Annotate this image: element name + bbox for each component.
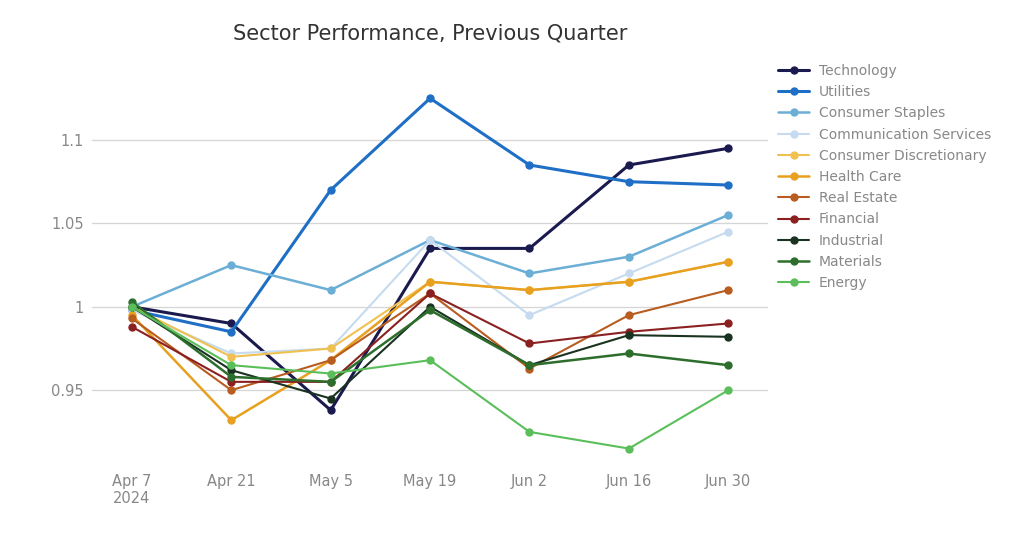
Industrial [722,334,734,340]
Technology [722,145,734,151]
Communication Services [523,312,536,319]
Legend: Technology, Utilities, Consumer Staples, Communication Services, Consumer Discre: Technology, Utilities, Consumer Staples,… [778,64,991,290]
Energy [523,428,536,435]
Line: Health Care: Health Care [128,258,732,424]
Energy [424,357,436,364]
Consumer Discretionary [424,279,436,285]
Energy [722,387,734,393]
Health Care [424,279,436,285]
Line: Utilities: Utilities [128,95,732,335]
Communication Services [325,345,337,352]
Utilities [523,162,536,168]
Health Care [325,357,337,364]
Communication Services [424,237,436,243]
Consumer Discretionary [722,259,734,265]
Financial [623,328,635,335]
Financial [523,340,536,347]
Line: Industrial: Industrial [128,304,732,402]
Real Estate [424,290,436,296]
Technology [126,304,138,310]
Health Care [126,312,138,319]
Line: Consumer Discretionary: Consumer Discretionary [128,258,732,360]
Technology [325,407,337,413]
Technology [225,320,238,327]
Materials [126,299,138,305]
Line: Financial: Financial [128,290,732,385]
Communication Services [126,307,138,313]
Financial [325,379,337,385]
Energy [126,304,138,310]
Utilities [424,95,436,102]
Financial [424,290,436,296]
Consumer Staples [325,287,337,293]
Communication Services [225,350,238,357]
Consumer Discretionary [523,287,536,293]
Title: Sector Performance, Previous Quarter: Sector Performance, Previous Quarter [232,24,628,44]
Industrial [623,332,635,339]
Materials [225,374,238,380]
Real Estate [722,287,734,293]
Health Care [523,287,536,293]
Utilities [325,187,337,193]
Line: Consumer Staples: Consumer Staples [128,212,732,311]
Materials [722,362,734,368]
Consumer Staples [623,254,635,260]
Health Care [225,417,238,424]
Consumer Staples [424,237,436,243]
Industrial [523,362,536,368]
Real Estate [523,365,536,372]
Real Estate [325,357,337,364]
Consumer Discretionary [325,345,337,352]
Health Care [623,279,635,285]
Consumer Discretionary [126,304,138,310]
Energy [623,445,635,452]
Materials [523,362,536,368]
Financial [722,320,734,327]
Utilities [126,307,138,313]
Energy [325,370,337,377]
Consumer Staples [523,270,536,276]
Financial [225,379,238,385]
Real Estate [623,312,635,319]
Line: Energy: Energy [128,304,732,452]
Technology [523,245,536,252]
Consumer Staples [225,262,238,268]
Line: Materials: Materials [128,298,732,385]
Communication Services [722,228,734,235]
Real Estate [126,315,138,322]
Materials [325,379,337,385]
Consumer Staples [126,304,138,310]
Technology [424,245,436,252]
Industrial [225,367,238,373]
Consumer Discretionary [623,279,635,285]
Industrial [126,304,138,310]
Materials [623,350,635,357]
Real Estate [225,387,238,393]
Utilities [225,328,238,335]
Line: Communication Services: Communication Services [128,228,732,357]
Health Care [722,259,734,265]
Utilities [623,179,635,185]
Consumer Staples [722,212,734,219]
Consumer Discretionary [225,354,238,360]
Technology [623,162,635,168]
Utilities [722,182,734,188]
Financial [126,324,138,330]
Communication Services [623,270,635,276]
Line: Technology: Technology [128,145,732,414]
Materials [424,307,436,313]
Industrial [424,304,436,310]
Energy [225,362,238,368]
Line: Real Estate: Real Estate [128,287,732,394]
Industrial [325,395,337,402]
